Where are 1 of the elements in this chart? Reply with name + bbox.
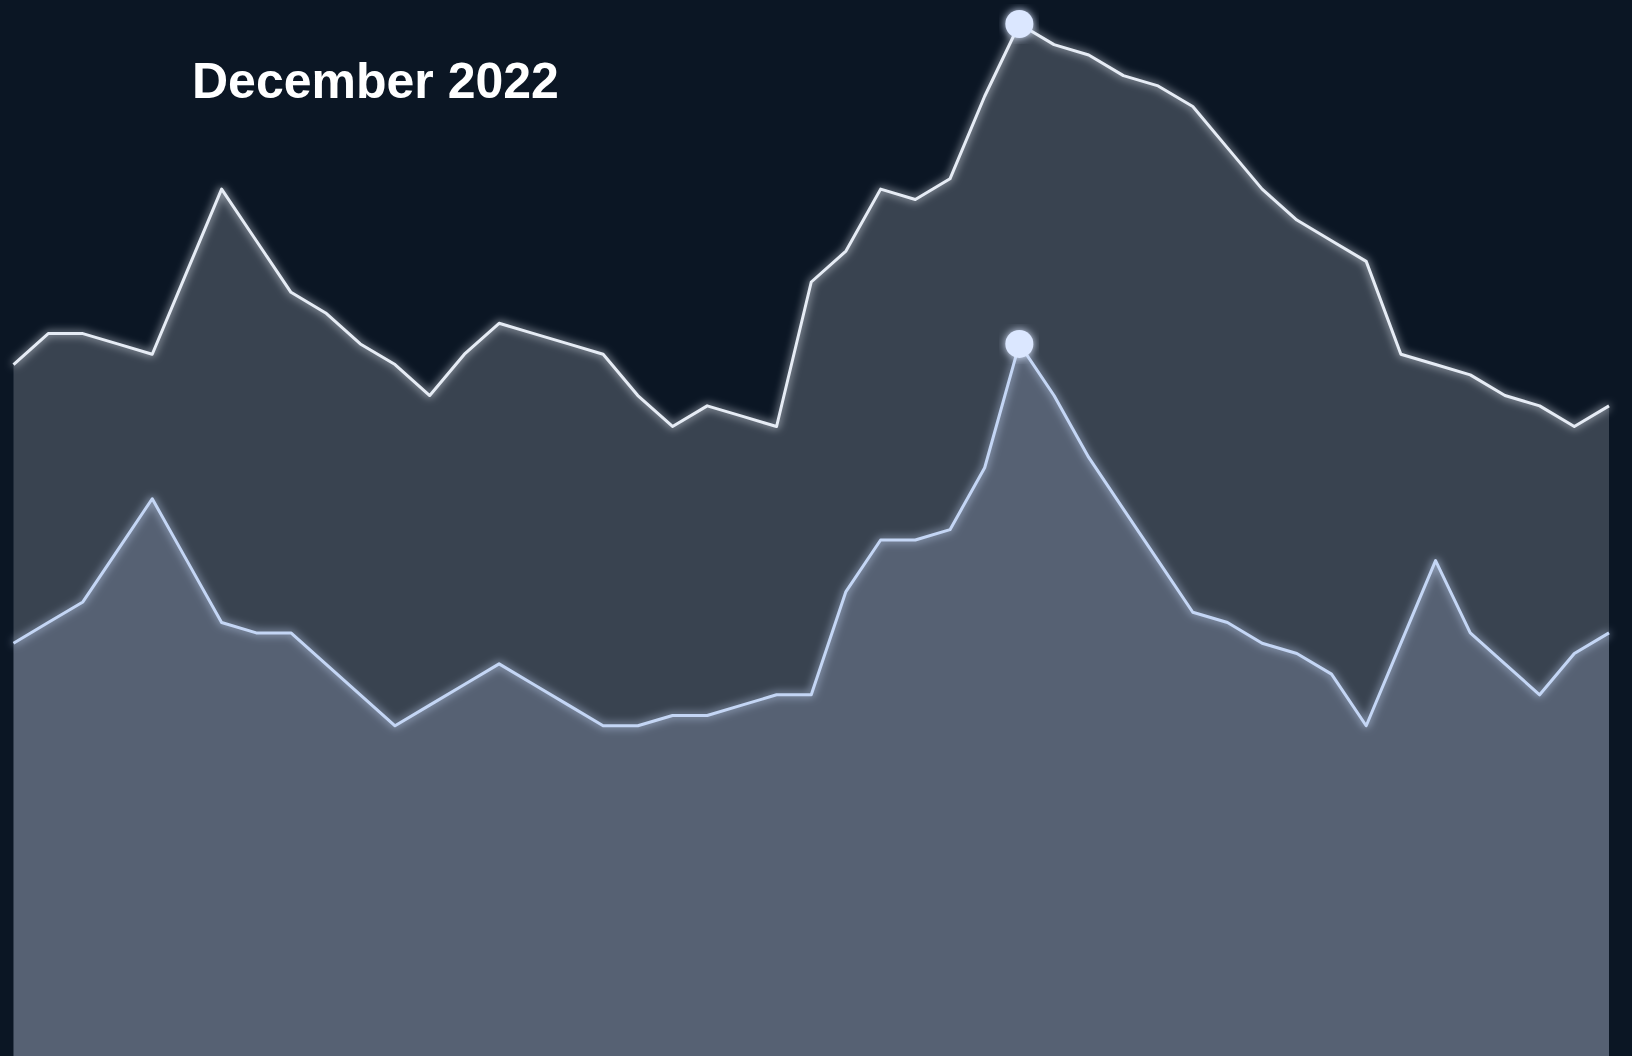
text: December 2022: [192, 53, 559, 109]
